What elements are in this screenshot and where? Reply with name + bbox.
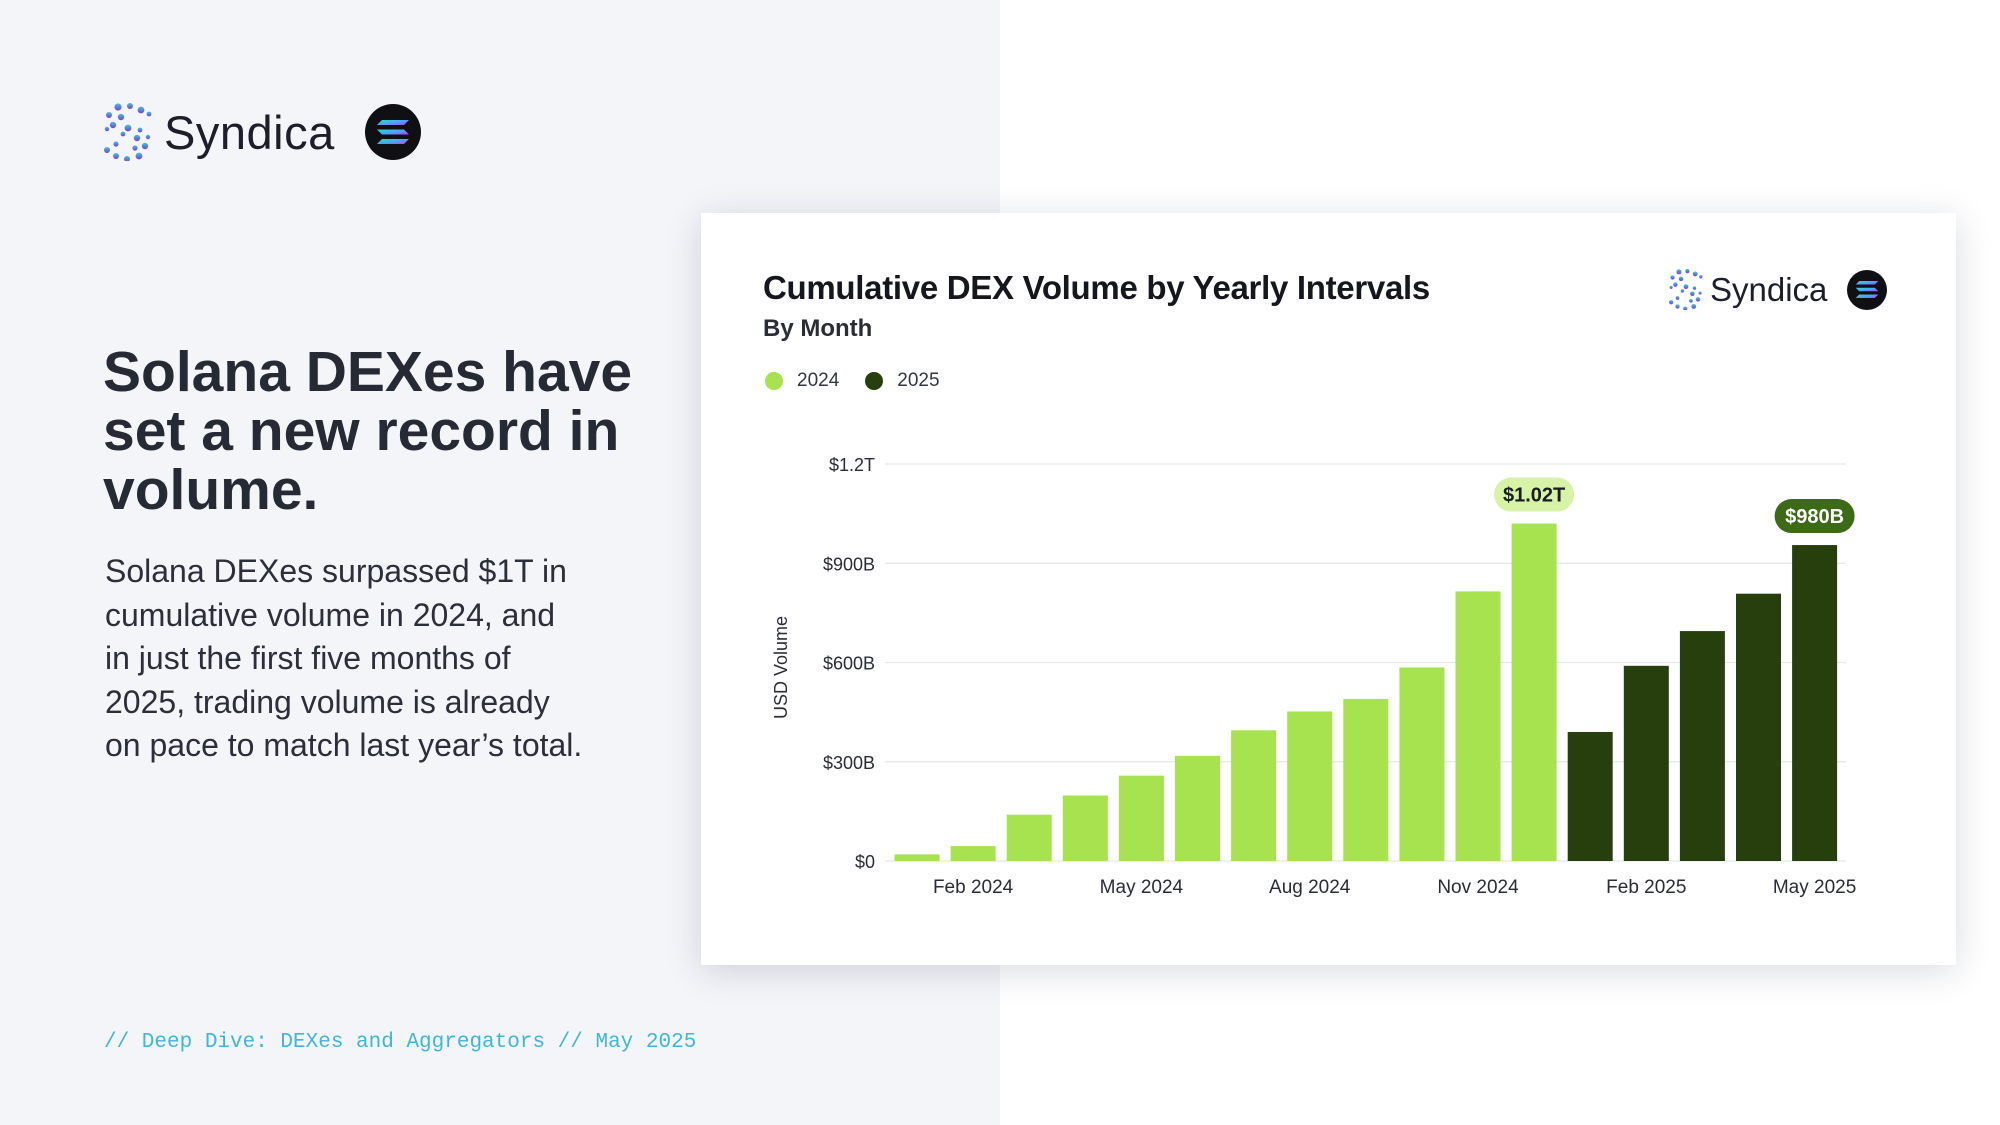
legend-swatch-2024 [765, 372, 783, 390]
brand-name: Syndica [164, 105, 335, 159]
y-tick-label: $300B [823, 753, 875, 773]
chart-brand: Syndica [1669, 269, 1888, 310]
syndica-logo-icon [104, 103, 152, 161]
chart-subtitle: By Month [763, 315, 873, 342]
x-tick-label: Feb 2025 [1606, 877, 1686, 898]
data-label: $980B [1785, 506, 1844, 528]
bar-2025-14 [1679, 631, 1725, 861]
bar-2024-4 [1118, 775, 1164, 861]
bar-2024-1 [950, 846, 996, 861]
footer-note: // Deep Dive: DEXes and Aggregators // M… [104, 1031, 697, 1054]
bar-2025-16 [1792, 545, 1838, 861]
x-tick-label: Aug 2024 [1269, 877, 1351, 898]
chart-card: Cumulative DEX Volume by Yearly Interval… [701, 213, 1956, 965]
bar-2024-11 [1511, 523, 1557, 861]
syndica-logo-icon [1669, 269, 1703, 310]
legend-item-2024[interactable]: 2024 [765, 370, 839, 392]
bar-2025-15 [1736, 593, 1781, 861]
chart-plot: $0 $300B $600B $900B $1.2T USD Volume Feb 2024… [771, 455, 1856, 898]
bar-2025-13 [1623, 665, 1669, 861]
bar-2024-5 [1175, 755, 1220, 861]
x-tick-label: Feb 2024 [933, 877, 1014, 898]
y-axis-label: USD Volume [771, 616, 791, 719]
body-text: Solana DEXes surpassed $1T in cumulative… [105, 553, 583, 763]
y-tick-label: $0 [855, 852, 875, 872]
data-label-bg [1774, 499, 1855, 534]
x-tick-label: May 2024 [1100, 877, 1184, 898]
legend-item-2025[interactable]: 2025 [865, 370, 940, 392]
brand-header: Syndica [104, 102, 421, 162]
legend-label-2025: 2025 [897, 370, 940, 391]
x-tick-label: May 2025 [1773, 877, 1856, 898]
headline: Solana DEXes have set a new record in vo… [103, 340, 633, 522]
legend-label-2024: 2024 [797, 370, 840, 391]
bar-2024-8 [1343, 698, 1389, 861]
data-label-bg [1494, 477, 1575, 512]
bar-2024-3 [1062, 795, 1108, 861]
bar-2024-10 [1455, 591, 1501, 861]
legend-swatch-2025 [865, 372, 884, 390]
bar-2024-7 [1287, 711, 1333, 861]
solana-logo-icon [1847, 269, 1888, 310]
chart-brand-name: Syndica [1710, 270, 1828, 308]
solana-logo-icon [364, 104, 421, 160]
y-tick-label: $600B [823, 654, 875, 674]
chart-legend: 2024 2025 [765, 370, 966, 392]
bar-2024-9 [1399, 667, 1445, 861]
chart-title: Cumulative DEX Volume by Yearly Interval… [763, 269, 1430, 306]
bar-2024-2 [1006, 814, 1052, 861]
y-tick-label: $1.2T [829, 455, 875, 475]
y-tick-label: $900B [823, 554, 875, 574]
bar-2024-0 [894, 854, 940, 861]
data-label: $1.02T [1503, 485, 1565, 507]
x-tick-label: Nov 2024 [1437, 877, 1519, 898]
bar-2024-6 [1231, 730, 1277, 861]
bar-2025-12 [1567, 731, 1613, 861]
